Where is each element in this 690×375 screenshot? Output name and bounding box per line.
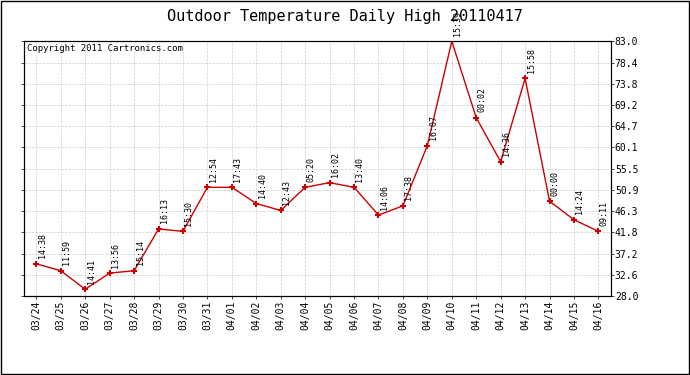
Text: 12:43: 12:43 [282,180,291,205]
Text: 13:56: 13:56 [111,243,120,267]
Text: 15:39: 15:39 [453,11,462,36]
Text: 13:40: 13:40 [355,157,364,182]
Text: 15:30: 15:30 [184,201,193,226]
Text: 11:59: 11:59 [62,240,71,265]
Text: Copyright 2011 Cartronics.com: Copyright 2011 Cartronics.com [27,44,183,53]
Text: 16:13: 16:13 [160,198,169,223]
Text: 17:38: 17:38 [404,175,413,200]
Text: Outdoor Temperature Daily High 20110417: Outdoor Temperature Daily High 20110417 [167,9,523,24]
Text: 14:36: 14:36 [502,131,511,156]
Text: 16:02: 16:02 [331,152,340,177]
Text: 05:20: 05:20 [306,157,315,182]
Text: 15:58: 15:58 [526,48,535,73]
Text: 09:11: 09:11 [600,201,609,226]
Text: 14:06: 14:06 [380,184,389,210]
Text: 15:14: 15:14 [135,240,144,265]
Text: 16:07: 16:07 [428,115,437,140]
Text: 14:38: 14:38 [38,233,47,258]
Text: 14:24: 14:24 [575,189,584,214]
Text: 17:43: 17:43 [233,157,242,182]
Text: 14:40: 14:40 [257,173,267,198]
Text: 00:00: 00:00 [551,171,560,196]
Text: 00:02: 00:02 [477,87,486,112]
Text: 14:41: 14:41 [87,259,96,284]
Text: 12:54: 12:54 [209,157,218,182]
